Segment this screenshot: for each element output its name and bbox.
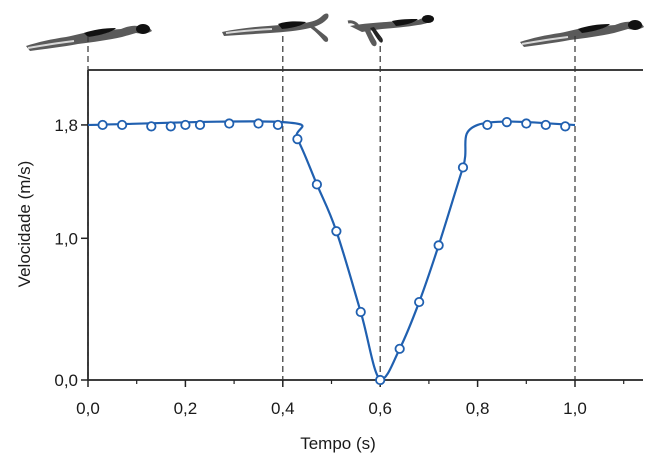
data-point (116, 119, 128, 131)
swimmer-pull-icon (222, 13, 329, 42)
data-point (521, 118, 532, 129)
data-point (97, 119, 108, 131)
data-point (253, 118, 264, 129)
swimmer-glide-icon (26, 24, 152, 51)
data-point (457, 162, 469, 173)
data-point (311, 179, 322, 190)
x-tick-label: 1,0 (563, 399, 587, 418)
data-point (331, 226, 342, 237)
data-point (375, 374, 386, 386)
y-axis-ticks: 0,0 1,0 1,8 (54, 116, 88, 390)
phase-reference-lines (87, 36, 576, 380)
data-point (540, 119, 551, 131)
velocity-series (87, 117, 576, 386)
data-point (482, 119, 493, 131)
x-axis-title: Tempo (s) (300, 434, 376, 453)
x-tick-label: 0,8 (466, 399, 490, 418)
x-tick-label: 0,4 (271, 399, 295, 418)
x-tick-label: 0,2 (174, 399, 198, 418)
swimmer-recovery-icon (347, 15, 434, 47)
data-point (501, 117, 512, 128)
data-point (355, 306, 366, 318)
data-point (414, 296, 425, 308)
x-tick-label: 0,6 (368, 399, 392, 418)
y-axis-title: Velocidade (m/s) (15, 161, 34, 288)
data-point (194, 119, 206, 131)
data-point (146, 121, 157, 132)
data-point (433, 240, 444, 251)
y-tick-label: 1,8 (54, 116, 78, 135)
data-point (165, 121, 176, 132)
velocity-curve (87, 120, 576, 382)
data-point (560, 121, 571, 132)
x-tick-label: 0,0 (76, 399, 100, 418)
data-point (180, 119, 191, 131)
data-point (224, 118, 235, 129)
y-tick-label: 1,0 (54, 229, 78, 248)
data-point (394, 343, 405, 354)
swimmer-illustrations (26, 13, 644, 51)
data-point (272, 119, 284, 131)
x-axis-ticks: 0,0 0,2 0,4 0,6 0,8 1,0 (76, 380, 625, 418)
swimmer-glide-icon (520, 20, 644, 47)
data-point (292, 134, 303, 145)
y-tick-label: 0,0 (54, 371, 78, 390)
